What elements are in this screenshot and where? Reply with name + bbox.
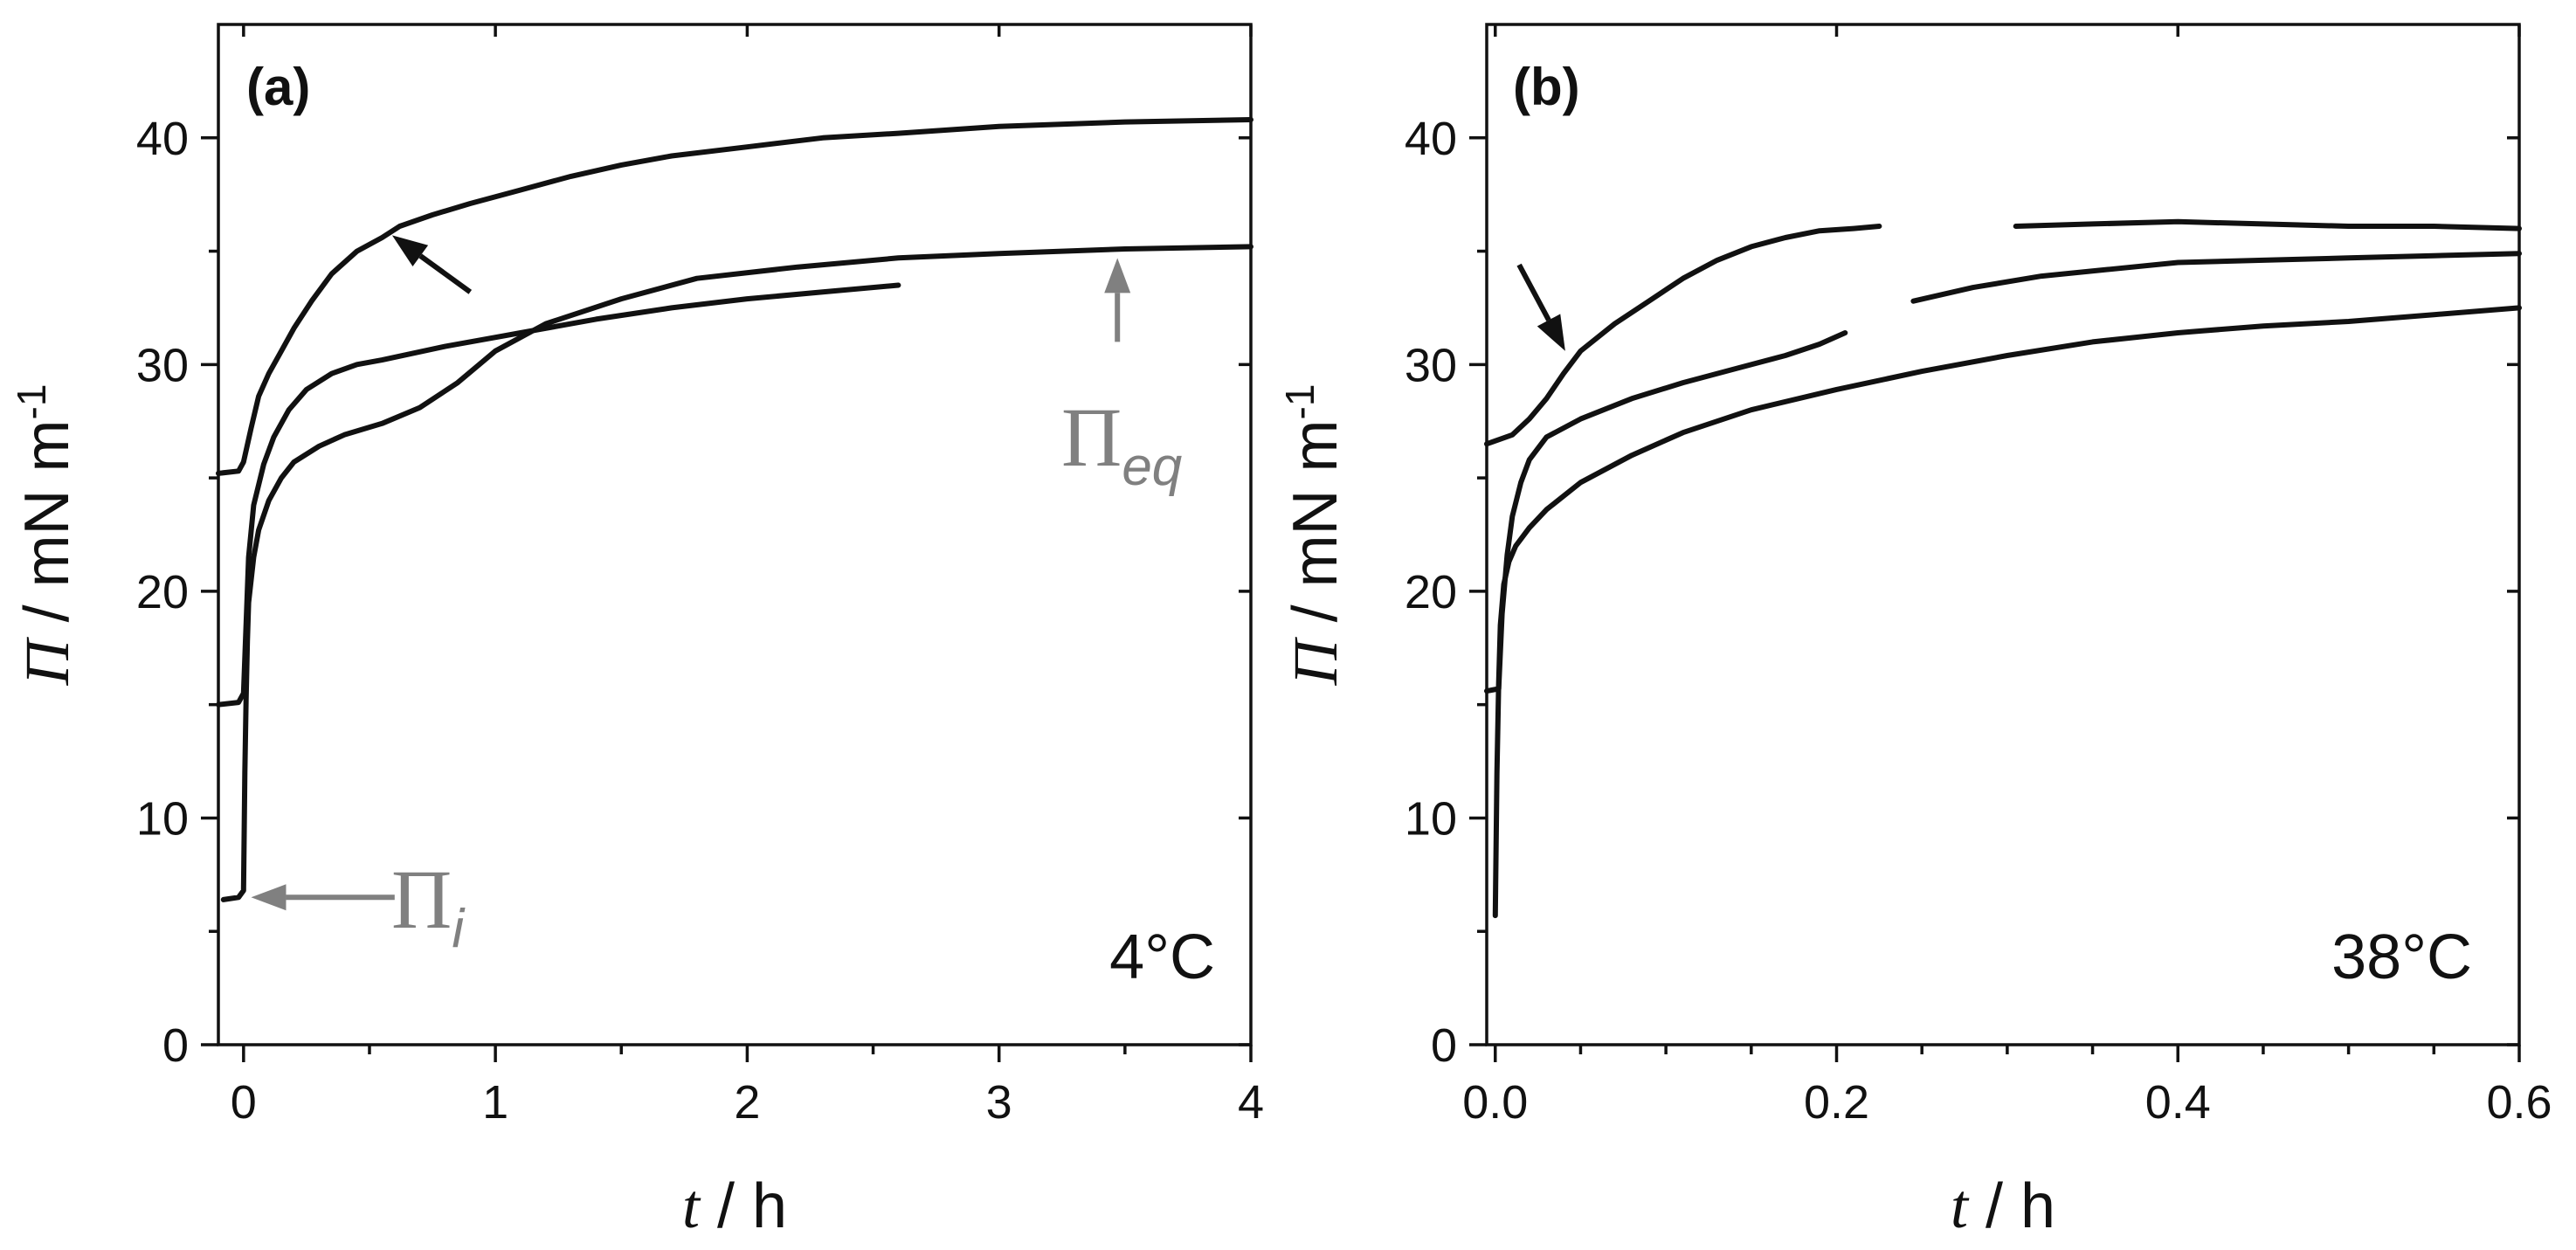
- panel-a-x-tick-label: 4: [1238, 1076, 1264, 1129]
- panel-a-label: (a): [246, 58, 310, 116]
- panel-b-annotations: [1516, 263, 1565, 351]
- panel-b-x-tick-label: 0.2: [1804, 1076, 1869, 1129]
- panel-a-y-ticks: 0 10 20 30 40: [136, 113, 1251, 1072]
- panel-a-pi-i-symbol: Π: [391, 853, 452, 946]
- panel-a-x-var: t: [682, 1171, 701, 1241]
- panel-a-pi-i-arrow-head: [251, 884, 287, 911]
- panel-a-series-line-3: [220, 244, 1253, 902]
- panel-b-series-line-1: [1484, 224, 1882, 447]
- panel-b-series-line-5: [1492, 305, 2522, 919]
- panel-a-y-tick-label: 40: [136, 113, 189, 165]
- panel-b-y-var: Π: [1281, 636, 1350, 686]
- panel-a-y-sup: -1: [9, 384, 54, 420]
- panel-a-black-arrow-arrow-head: [391, 235, 429, 267]
- panel-a-y-tick-label: 10: [136, 792, 189, 845]
- panel-a-series-line-1: [216, 117, 1253, 476]
- panel-b-series-line-2: [2013, 218, 2522, 231]
- panel-a-pi-eq-sub: eq: [1122, 437, 1182, 497]
- panel-a-x-tick-label: 3: [986, 1076, 1012, 1129]
- panel-b-y-ticks: 0 10 20 30 40: [1405, 113, 2519, 1072]
- panel-b-x-ticks: 0.0 0.2 0.4 0.6: [1462, 24, 2552, 1129]
- panel-b-x-tick-label: 0.0: [1462, 1076, 1528, 1129]
- panel-a-y-tick-label: 20: [136, 566, 189, 618]
- panel-a-frame: [217, 23, 1253, 1046]
- panel-a-pi-i-sub: i: [452, 899, 466, 959]
- panel-b-x-unit: / h: [1968, 1171, 2055, 1241]
- panel-b-series-line-3: [1484, 330, 1848, 694]
- panel-a-x-tick-label: 1: [482, 1076, 508, 1129]
- panel-a-pi-eq-label: Πeq: [1061, 390, 1183, 497]
- panel-b-x-tick-label: 0.4: [2145, 1076, 2211, 1129]
- panel-b-temperature-label: 38°C: [2331, 922, 2472, 992]
- panel-b-y-unit: / mN m: [1281, 419, 1350, 639]
- panel-b-x-var: t: [1951, 1171, 1970, 1241]
- panel-a-x-ticks: 0 1 2 3 4: [231, 24, 1264, 1129]
- panel-b-y-tick-label: 30: [1405, 339, 1457, 391]
- panel-b-y-tick-label: 20: [1405, 566, 1457, 618]
- panel-a-x-tick-label: 0: [231, 1076, 257, 1129]
- panel-a-series-line-2: [216, 282, 901, 708]
- panel-a: 0 10 20 30 40 0 1 2 3 4 (a) 4°C t / h Π / mN m-1…: [9, 23, 1264, 1241]
- panel-a-black-arrow-arrow-shaft: [418, 253, 473, 294]
- panel-a-y-unit: / mN m: [12, 419, 82, 639]
- panel-a-y-tick-label: 30: [136, 339, 189, 391]
- panel-a-x-tick-label: 2: [734, 1076, 760, 1129]
- panel-a-annotations: [251, 235, 1131, 911]
- panel-b-y-tick-label: 40: [1405, 113, 1457, 165]
- panel-a-pi-eq-symbol: Π: [1061, 390, 1122, 484]
- panel-b-series-line-4: [1910, 251, 2522, 304]
- panel-b-label: (b): [1513, 58, 1580, 116]
- panel-a-pi-i-label: Πi: [391, 853, 466, 959]
- panel-a-x-unit: / h: [700, 1171, 787, 1241]
- panel-b-y-axis-title: Π / mN m-1: [1277, 384, 1350, 687]
- panel-a-temperature-label: 4°C: [1109, 922, 1215, 992]
- panel-b-y-tick-label: 0: [1431, 1019, 1457, 1072]
- panel-a-y-axis-title: Π / mN m-1: [9, 384, 82, 687]
- panel-a-y-tick-label: 0: [162, 1019, 189, 1072]
- panel-a-pi-eq-arrow-head: [1104, 258, 1131, 294]
- panel-b-x-tick-label: 0.6: [2486, 1076, 2552, 1129]
- panel-b-y-sup: -1: [1277, 384, 1323, 420]
- panel-b-black-arrow-arrow-head: [1537, 314, 1565, 351]
- panel-a-y-var: Π: [12, 636, 82, 686]
- panel-b-black-arrow-arrow-shaft: [1516, 263, 1551, 321]
- panel-b-x-axis-title: t / h: [1951, 1171, 2055, 1241]
- panel-b-series: [1484, 218, 2522, 919]
- panel-a-series: [216, 117, 1253, 902]
- panel-b-frame: [1485, 23, 2521, 1046]
- panel-b-y-tick-label: 10: [1405, 792, 1457, 845]
- panel-b: 0 10 20 30 40 0.0 0.2 0.4 0.6 (b) 38°C t / h Π …: [1277, 23, 2552, 1241]
- panel-a-x-axis-title: t / h: [682, 1171, 787, 1241]
